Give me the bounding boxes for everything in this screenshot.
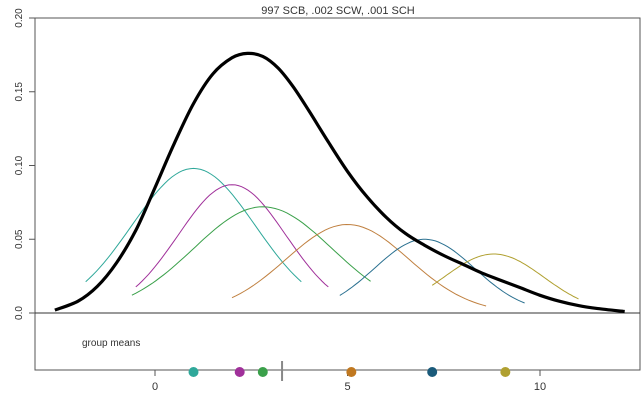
component-curve [431, 253, 579, 300]
x-tick-label: 0 [152, 381, 158, 393]
x-tick-label: 10 [534, 381, 546, 393]
component-curve [131, 206, 371, 296]
group-mean-dot [257, 367, 268, 377]
y-tick-label: 0.05 [14, 229, 25, 249]
plot-frame [34, 17, 641, 371]
x-tick-label: 5 [344, 381, 350, 393]
x-axis: 0 5 10 [152, 370, 546, 393]
component-curve [85, 167, 302, 283]
overall-density-curve [54, 51, 625, 314]
component-curves [85, 167, 579, 307]
component-curve [339, 238, 525, 304]
group-mean-dot [188, 367, 199, 377]
component-curve [135, 184, 329, 288]
group-mean-dot [427, 367, 438, 377]
group-mean-dot [500, 367, 511, 377]
y-tick-label: 0.15 [14, 82, 25, 102]
component-curve [231, 223, 487, 307]
y-tick-label: 0.20 [14, 8, 25, 28]
group-means [188, 361, 511, 381]
chart-title: 997 SCB, .002 SCW, .001 SCH [261, 5, 415, 17]
group-means-label: group means [82, 338, 140, 349]
group-mean-dot [346, 367, 357, 377]
y-axis: 0.0 0.05 0.10 0.15 0.20 [14, 8, 35, 320]
y-tick-label: 0.10 [14, 155, 25, 175]
y-tick-label: 0.0 [14, 306, 25, 320]
group-mean-dot [234, 367, 245, 377]
